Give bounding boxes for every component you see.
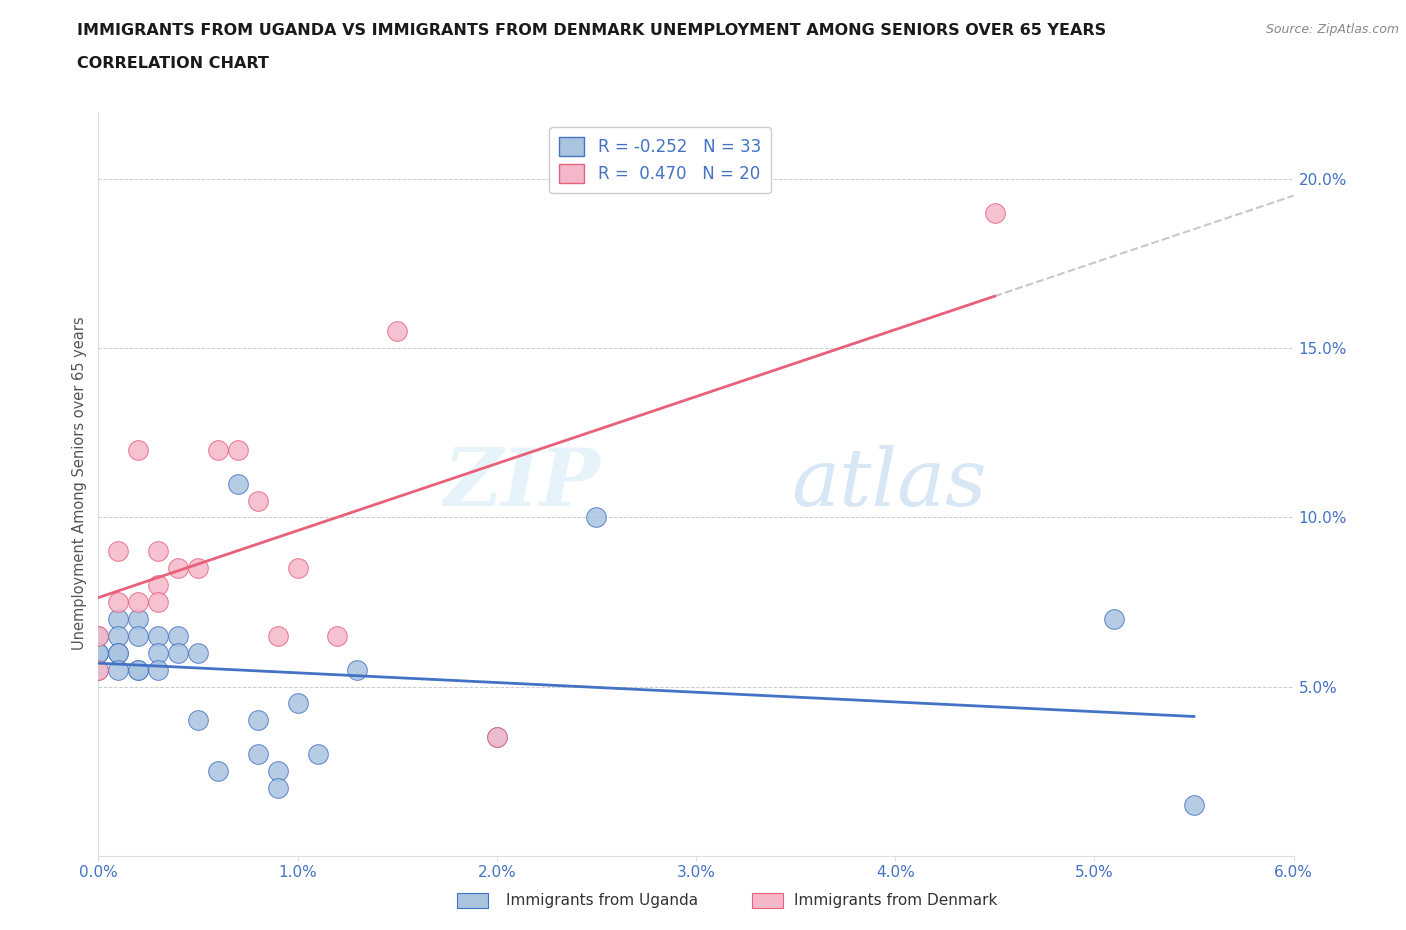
Point: [148, 594, 170, 609]
Point: [167, 645, 190, 660]
Point: [246, 713, 269, 728]
Point: [107, 662, 129, 677]
Point: [485, 730, 508, 745]
Point: [187, 645, 209, 660]
Point: [148, 578, 170, 592]
Point: [246, 747, 269, 762]
Y-axis label: Unemployment Among Seniors over 65 years: Unemployment Among Seniors over 65 years: [72, 317, 87, 650]
Point: [87, 629, 110, 644]
Text: atlas: atlas: [792, 445, 987, 523]
Point: [187, 561, 209, 576]
Point: [148, 544, 170, 559]
Point: [267, 629, 290, 644]
Point: [267, 780, 290, 795]
Point: [167, 629, 190, 644]
Point: [246, 493, 269, 508]
Point: [107, 629, 129, 644]
Point: [87, 662, 110, 677]
Point: [207, 443, 229, 458]
Point: [87, 629, 110, 644]
Point: [148, 662, 170, 677]
Point: [267, 764, 290, 778]
Point: [326, 629, 349, 644]
Text: Immigrants from Uganda: Immigrants from Uganda: [506, 893, 699, 908]
Text: ZIP: ZIP: [443, 445, 600, 523]
Point: [167, 561, 190, 576]
Point: [385, 324, 409, 339]
Text: Source: ZipAtlas.com: Source: ZipAtlas.com: [1265, 23, 1399, 36]
Point: [87, 645, 110, 660]
Point: [307, 747, 329, 762]
Point: [1182, 797, 1205, 812]
Point: [226, 476, 249, 491]
Point: [187, 713, 209, 728]
FancyBboxPatch shape: [752, 893, 783, 908]
Point: [107, 594, 129, 609]
Point: [207, 764, 229, 778]
Point: [485, 730, 508, 745]
Point: [127, 629, 149, 644]
Point: [127, 662, 149, 677]
Point: [107, 645, 129, 660]
Point: [148, 629, 170, 644]
Point: [287, 561, 309, 576]
Point: [107, 544, 129, 559]
Point: [585, 510, 607, 525]
Point: [127, 611, 149, 626]
Point: [87, 662, 110, 677]
Point: [148, 645, 170, 660]
Point: [87, 645, 110, 660]
Point: [287, 696, 309, 711]
FancyBboxPatch shape: [457, 893, 488, 908]
Point: [127, 594, 149, 609]
Text: Immigrants from Denmark: Immigrants from Denmark: [794, 893, 998, 908]
Point: [107, 611, 129, 626]
Legend: R = -0.252   N = 33, R =  0.470   N = 20: R = -0.252 N = 33, R = 0.470 N = 20: [550, 127, 770, 193]
Point: [226, 443, 249, 458]
Point: [127, 662, 149, 677]
Point: [107, 645, 129, 660]
Text: CORRELATION CHART: CORRELATION CHART: [77, 56, 269, 71]
Text: IMMIGRANTS FROM UGANDA VS IMMIGRANTS FROM DENMARK UNEMPLOYMENT AMONG SENIORS OVE: IMMIGRANTS FROM UGANDA VS IMMIGRANTS FRO…: [77, 23, 1107, 38]
Point: [984, 206, 1007, 220]
Point: [1104, 611, 1126, 626]
Point: [127, 443, 149, 458]
Point: [346, 662, 368, 677]
